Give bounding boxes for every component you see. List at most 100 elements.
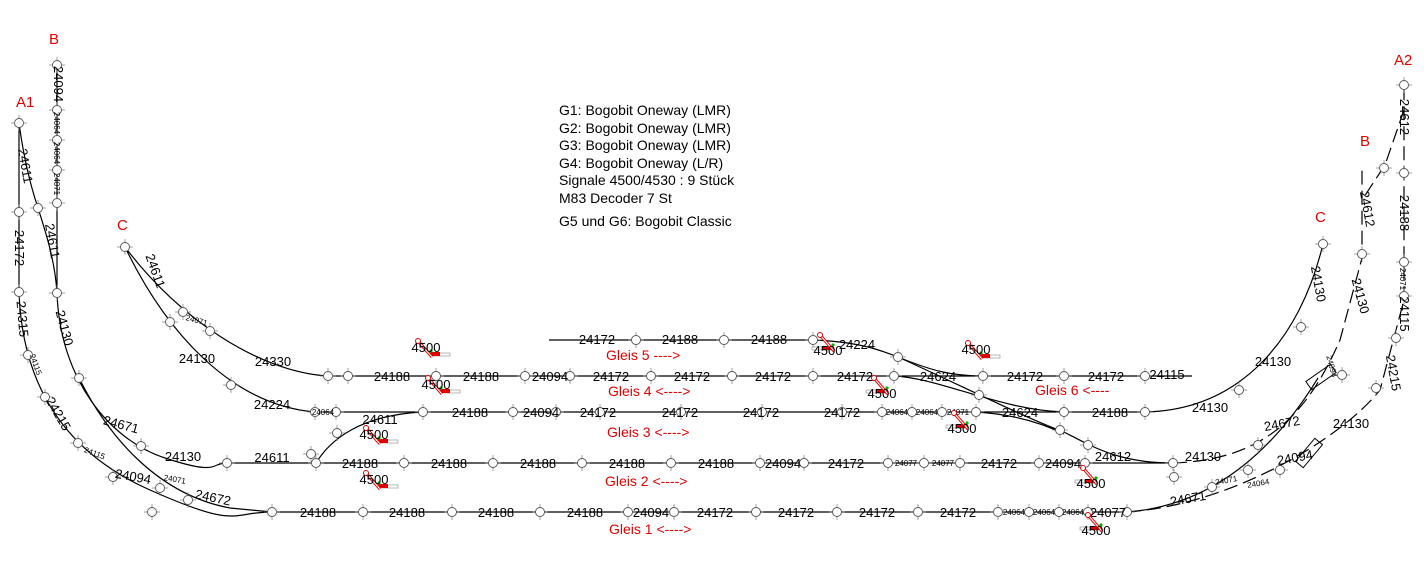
track-piece-label: 24077 (895, 459, 918, 468)
track-piece-label: 24224 (839, 337, 875, 352)
track-piece-label: 24064 (52, 112, 61, 135)
track-joint (574, 455, 590, 471)
track-joint (144, 504, 160, 520)
connector-c-right: C (1315, 209, 1326, 226)
track-joint (975, 368, 991, 384)
track-piece-label: 24315 (13, 300, 31, 337)
track-joint (1354, 246, 1370, 262)
track-joint (20, 347, 36, 363)
track-joint (49, 102, 65, 118)
track-joint (796, 455, 812, 471)
track-piece-label: 24612 (1357, 190, 1378, 228)
track-joint (49, 195, 65, 211)
track-joints (11, 57, 1412, 520)
track-piece-label: 24611 (254, 450, 289, 465)
signal-4500[interactable]: 4500 (945, 410, 977, 437)
track-piece-label: 24130 (1192, 400, 1228, 415)
gleis-2-label: Gleis 2 <----> (605, 473, 687, 489)
track-joint (1334, 367, 1350, 383)
connector-labels: B A1 C A2 B C (16, 31, 1412, 234)
track-joint (1240, 462, 1256, 478)
track-piece-label: 24094 (633, 505, 669, 520)
track-piece-label: 24172 (697, 505, 733, 520)
track-piece-label: 24064 (1062, 508, 1085, 517)
track-piece-label: 24071 (163, 473, 187, 486)
track-joint (532, 504, 548, 520)
track-joint (1396, 77, 1412, 93)
track-piece-label: 24172 (593, 369, 629, 384)
signal-4500[interactable]: 4500 (360, 425, 399, 445)
track-joint (620, 504, 636, 520)
track-joint (952, 455, 968, 471)
signal-4500[interactable]: 4500 (412, 338, 451, 358)
track-piece-label: 24172 (755, 369, 791, 384)
track-joint (1052, 422, 1068, 438)
track-joint (1119, 504, 1135, 520)
track-joint (752, 455, 768, 471)
signal-4500[interactable]: 4500 (1074, 465, 1105, 492)
legend-line: Signale 4500/4530 : 9 Stück (559, 172, 735, 188)
track-joint (70, 435, 86, 451)
track-joint (264, 504, 280, 520)
track-piece-label: 24130 (1333, 416, 1369, 431)
track-piece-label: 24624 (1002, 405, 1038, 420)
track-piece-label: 24130 (1255, 354, 1291, 369)
track-joint (890, 349, 906, 365)
track-piece-label: 24094 (765, 456, 801, 471)
track-joint (105, 469, 121, 485)
track-piece-label: 24172 (778, 505, 814, 520)
signal-4500[interactable]: 4500 (422, 375, 461, 395)
track-joint (1166, 469, 1182, 485)
track-piece-label: 24172 (824, 405, 860, 420)
signal-label: 4500 (948, 421, 977, 436)
track-joint (916, 455, 932, 471)
track-piece-label: 24188 (431, 456, 467, 471)
track-piece-label: 24330 (255, 354, 291, 369)
track-piece-label: 24188 (1092, 405, 1128, 420)
track-piece-label: 24130 (53, 308, 77, 347)
track-joint (219, 455, 235, 471)
track-joint (162, 314, 178, 330)
track-piece-label: 24215 (1383, 354, 1404, 392)
track-joint (910, 504, 926, 520)
track-piece-label: 24130 (179, 351, 215, 366)
track-bumper (1294, 437, 1324, 469)
track-piece-label: 24188 (662, 332, 698, 347)
track-joint (829, 504, 845, 520)
gleis-4-label: Gleis 4 <----> (608, 383, 690, 399)
signal-label: 4500 (360, 427, 389, 442)
track-joint (834, 404, 850, 420)
signal-label: 4500 (962, 342, 991, 357)
signal-4500[interactable]: 4500 (1079, 512, 1110, 539)
track-piece-label: 24188 (389, 505, 425, 520)
track-piece-labels: 24188 24188 24188 24188 24094 24172 24172 24172… (12, 66, 1412, 520)
track-joint (874, 404, 890, 420)
track-joint (562, 368, 578, 384)
track-joint (1315, 236, 1331, 252)
track-piece-label: 24188 (751, 332, 787, 347)
track-joint (485, 455, 501, 471)
signal-4500[interactable]: 4500 (962, 340, 1001, 360)
connector-a2: A2 (1394, 52, 1412, 69)
track-joint (1204, 479, 1220, 495)
track-joint (548, 404, 564, 420)
signal-label: 4500 (360, 472, 389, 487)
track-joint (1165, 455, 1181, 471)
track-piece-label: 24624 (920, 369, 956, 384)
signal-label: 4500 (868, 386, 897, 401)
legend-line: G2: Bogobit Oneway (LMR) (559, 119, 731, 136)
track-piece-label: 24611 (15, 147, 36, 184)
track-piece-label: 24215 (43, 394, 74, 433)
track-joint (1368, 380, 1384, 396)
track-joint (49, 132, 65, 148)
track-piece-label: 24188 (567, 505, 603, 520)
g4-g3-crossover (893, 375, 1065, 413)
legend-line: M83 Decoder 7 St (559, 189, 672, 206)
signal-4500[interactable]: 4500 (360, 470, 399, 490)
track-piece-label: 24188 (374, 369, 410, 384)
track-piece-label: 24172 (743, 405, 779, 420)
track-joint (1137, 368, 1153, 384)
c-right-track (1144, 243, 1324, 413)
signal-4500[interactable]: 4500 (865, 375, 897, 402)
signal-4500[interactable]: 4500 (811, 332, 842, 359)
